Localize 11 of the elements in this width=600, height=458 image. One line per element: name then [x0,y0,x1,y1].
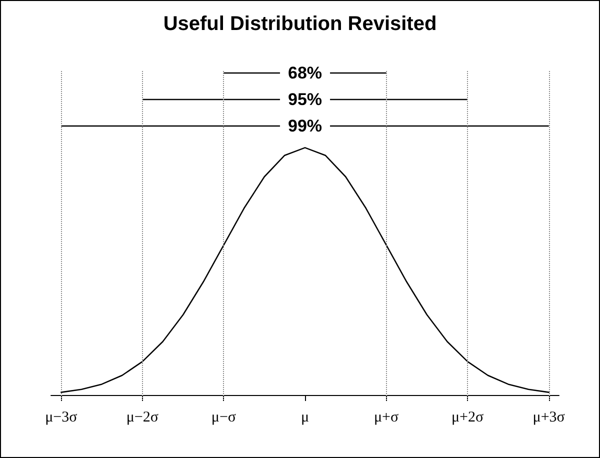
x-tick-label: μ+2σ [452,410,484,426]
text: 95% [288,90,322,109]
x-tick-label: μ [300,410,310,426]
text: 68% [288,64,322,82]
x-tick-label: μ+σ [374,410,399,426]
chart-title: Useful Distribution Revisited [163,13,437,35]
x-tick-label: μ−σ [211,410,236,426]
x-tick-label: μ−3σ [45,410,78,426]
text: 99% [288,116,322,136]
x-tick-label: μ+3σ [532,410,565,426]
x-tick-label: μ−2σ [126,410,158,426]
